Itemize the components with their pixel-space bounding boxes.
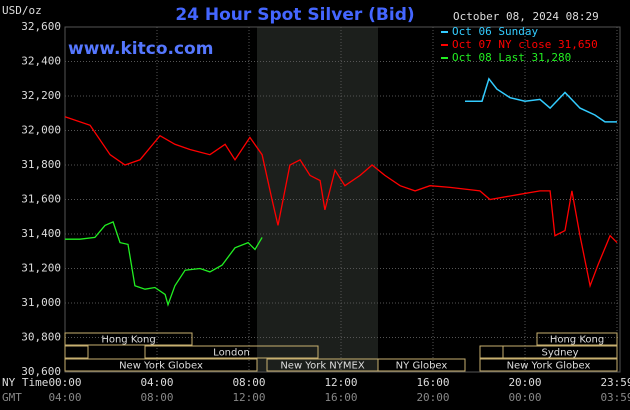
session-label: Hong Kong [550, 335, 604, 346]
session-label: New York Globex [119, 361, 203, 372]
session-box [144, 345, 319, 359]
y-tick-label: 31,600 [21, 193, 61, 206]
chart-title: 24 Hour Spot Silver (Bid) [175, 5, 414, 25]
session-label: NY Globex [396, 361, 448, 372]
x-tick-label: 20:00 [508, 376, 541, 389]
y-tick-label: 31,000 [21, 296, 61, 309]
x-tick-label-gmt: 04:00 [48, 391, 81, 404]
x-tick-label: 08:00 [232, 376, 265, 389]
session-label: London [213, 348, 250, 359]
x-tick-label-gmt: 12:00 [232, 391, 265, 404]
legend-entry: Oct 07 NY close 31,650 [452, 38, 598, 51]
y-tick-label: 32,600 [21, 20, 61, 33]
session-label: New York NYMEX [280, 361, 365, 372]
session-box [536, 332, 618, 346]
legend-entry: Oct 08 Last 31,280 [452, 51, 571, 64]
y-unit: USD/oz [2, 4, 42, 17]
legend-entry: Oct 06 Sunday [452, 25, 538, 38]
y-tick-label: 31,200 [21, 262, 61, 275]
y-tick-label: 30,800 [21, 331, 61, 344]
x-tick-label-gmt: 20:00 [416, 391, 449, 404]
y-tick-label: 32,000 [21, 124, 61, 137]
y-tick-label: 32,200 [21, 89, 61, 102]
x-tick-label-gmt: 08:00 [140, 391, 173, 404]
x-tick-label-gmt: 00:00 [508, 391, 541, 404]
x-tick-label: 23:59 [600, 376, 630, 389]
session-box [377, 358, 466, 372]
series-line [465, 77, 617, 123]
x-tick-label-gmt: 16:00 [324, 391, 357, 404]
session-label: Sydney [541, 348, 578, 359]
watermark: www.kitco.com [68, 39, 213, 59]
session-box [64, 345, 89, 359]
y-tick-label: 32,400 [21, 55, 61, 68]
timestamp: October 08, 2024 08:29 [453, 10, 599, 23]
session-label: Hong Kong [101, 335, 155, 346]
ny-time-label: NY Time [2, 376, 48, 389]
session-label: New York Globex [507, 361, 591, 372]
x-tick-label: 12:00 [324, 376, 357, 389]
session-box [64, 358, 258, 372]
session-box [64, 332, 193, 346]
x-tick-label: 16:00 [416, 376, 449, 389]
series-line [64, 116, 618, 289]
session-box [479, 358, 618, 372]
x-tick-label-gmt: 03:59 [600, 391, 630, 404]
y-tick-label: 30,600 [21, 365, 61, 378]
gmt-label: GMT [2, 391, 22, 404]
series-line [65, 221, 263, 307]
y-tick-label: 31,800 [21, 158, 61, 171]
y-tick-label: 31,400 [21, 227, 61, 240]
x-tick-label: 04:00 [140, 376, 173, 389]
x-tick-label: 00:00 [48, 376, 81, 389]
session-box [502, 345, 618, 359]
